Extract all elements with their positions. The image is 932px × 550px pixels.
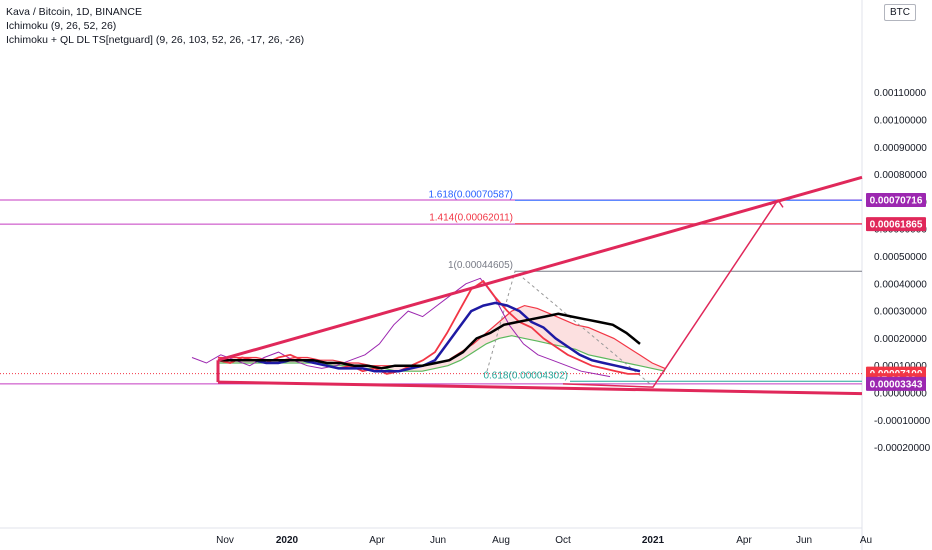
x-axis-ticks: Nov 2020 Apr Jun Aug Oct 2021 Apr Jun Au [216, 535, 872, 546]
price-tag-box [866, 217, 926, 232]
x-tick-label: Au [860, 535, 872, 546]
y-tick-label: 0.00000000 [874, 389, 927, 400]
price-tag-box [866, 192, 926, 207]
fib-level-label: 1.618(0.00070587) [428, 189, 513, 200]
y-tick-label: 0.00090000 [874, 143, 927, 154]
x-tick-label: Apr [736, 535, 752, 546]
price-tag-label: 0.00061865 [870, 220, 923, 231]
cloud-lower-line [218, 335, 666, 372]
legend-indicator-ichimoku[interactable]: Ichimoku (9, 26, 52, 26) [6, 20, 117, 32]
y-axis-ticks: 0.00110000 0.00100000 0.00090000 0.00080000… [874, 88, 931, 454]
y-tick-label: 0.00080000 [874, 170, 927, 181]
price-tag-label: 0.00070716 [870, 195, 923, 206]
upper-trendline [217, 175, 863, 362]
lagging-black-line [218, 312, 641, 370]
y-tick-label: 0.00030000 [874, 307, 927, 318]
y-tick-label: 0.00100000 [874, 116, 927, 127]
price-tag-label: 0.00003343 [870, 379, 923, 390]
price-tags: 0.000707160.000618650.0000710007:10:320.… [866, 192, 926, 391]
y-tick-label: 0.00050000 [874, 252, 927, 263]
fib-connector [486, 270, 651, 385]
x-tick-label: Nov [216, 535, 234, 546]
projection-arrowhead [769, 198, 784, 208]
legend-indicator-ichimoku-ql[interactable]: Ichimoku + QL DL TS[netguard] (9, 26, 10… [6, 34, 305, 46]
series-lines [191, 277, 641, 378]
x-tick-label: Aug [492, 535, 510, 546]
x-tick-label: 2020 [276, 535, 299, 546]
x-tick-label: 2021 [642, 535, 665, 546]
fib-level-label: 1.414(0.00062011) [429, 213, 513, 224]
x-tick-label: Apr [369, 535, 385, 546]
horizontal-lines [0, 199, 862, 385]
y-tick-label: 0.00110000 [874, 88, 927, 99]
fib-levels: 1.618(0.00070587) 1.414(0.00062011) 1(0.00… [428, 189, 862, 385]
x-tick-label: Jun [430, 535, 446, 546]
lagging-span-line [191, 277, 611, 378]
lower-trendline [217, 380, 863, 396]
price-line [217, 279, 640, 375]
y-tick-label: -0.00020000 [874, 443, 931, 454]
trend-drawings[interactable] [216, 175, 863, 396]
chart-legend: Kava / Bitcoin, 1D, BINANCE Ichimoku (9,… [6, 5, 304, 47]
legend-title[interactable]: Kava / Bitcoin, 1D, BINANCE [6, 6, 142, 18]
y-tick-label: 0.00020000 [874, 334, 927, 345]
y-tick-label: -0.00010000 [874, 416, 931, 427]
price-tag-box [866, 376, 926, 391]
x-tick-label: Jun [796, 535, 812, 546]
fib-level-label: 0.618(0.00004302) [483, 370, 568, 381]
cloud-fill [218, 305, 665, 372]
x-tick-label: Oct [555, 535, 571, 546]
currency-selector[interactable]: BTC [884, 4, 916, 21]
y-tick-label: 0.00040000 [874, 279, 927, 290]
projection-path [562, 199, 779, 388]
fib-level-label: 1(0.00044605) [448, 260, 513, 271]
